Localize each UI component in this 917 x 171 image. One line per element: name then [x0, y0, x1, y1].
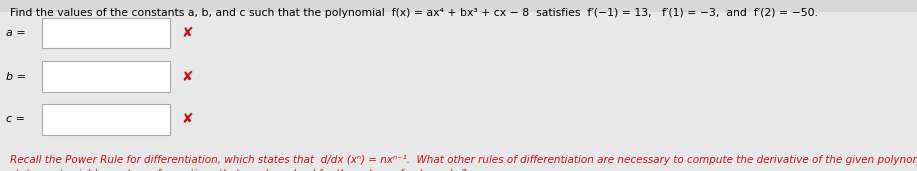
FancyBboxPatch shape: [42, 104, 170, 135]
FancyBboxPatch shape: [42, 61, 170, 92]
FancyBboxPatch shape: [0, 0, 917, 12]
Text: c =: c =: [6, 114, 25, 124]
Text: b =: b =: [6, 71, 26, 82]
Text: ✘: ✘: [182, 112, 193, 126]
Text: ✘: ✘: [182, 26, 193, 40]
Text: statements yield a system of equations that can be solved for the values of a, b: statements yield a system of equations t…: [10, 169, 467, 171]
FancyBboxPatch shape: [42, 18, 170, 48]
Text: a =: a =: [6, 28, 26, 38]
Text: ✘: ✘: [182, 70, 193, 83]
Text: Recall the Power Rule for differentiation, which states that  d/dx (xⁿ) = nxⁿ⁻¹.: Recall the Power Rule for differentiatio…: [10, 155, 917, 165]
Text: Find the values of the constants a, b, and c such that the polynomial  f(x) = ax: Find the values of the constants a, b, a…: [10, 8, 818, 18]
